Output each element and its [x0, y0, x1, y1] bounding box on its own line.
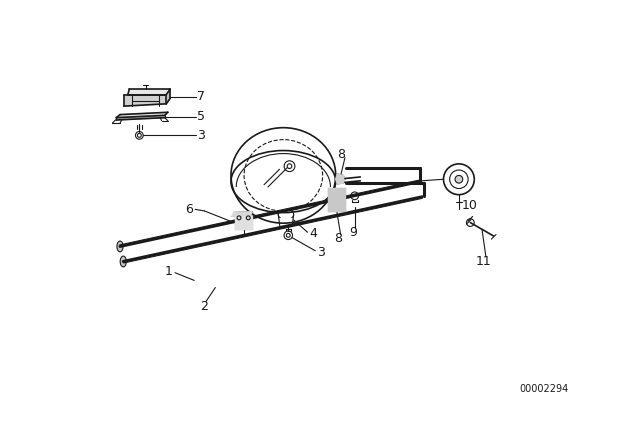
Polygon shape: [116, 116, 164, 120]
Text: 10: 10: [462, 199, 478, 212]
Text: 3: 3: [197, 129, 205, 142]
Text: 3: 3: [317, 246, 324, 259]
Text: 2: 2: [200, 300, 209, 313]
Text: 7: 7: [197, 90, 205, 103]
Text: 00002294: 00002294: [519, 384, 568, 395]
Ellipse shape: [117, 241, 123, 252]
Text: 4: 4: [309, 227, 317, 240]
Ellipse shape: [120, 256, 126, 267]
Text: 1: 1: [165, 265, 173, 278]
Text: 6: 6: [185, 203, 193, 216]
Text: 8: 8: [337, 148, 345, 161]
Text: 5: 5: [197, 110, 205, 123]
Text: 9: 9: [349, 226, 357, 239]
Polygon shape: [124, 95, 166, 106]
Polygon shape: [235, 215, 252, 229]
Text: 8: 8: [334, 232, 342, 245]
Polygon shape: [116, 112, 168, 118]
Text: 11: 11: [476, 255, 492, 268]
Polygon shape: [166, 89, 170, 104]
Circle shape: [455, 176, 463, 183]
Polygon shape: [336, 174, 345, 184]
Polygon shape: [232, 211, 252, 216]
Polygon shape: [328, 188, 345, 211]
Polygon shape: [128, 89, 170, 95]
